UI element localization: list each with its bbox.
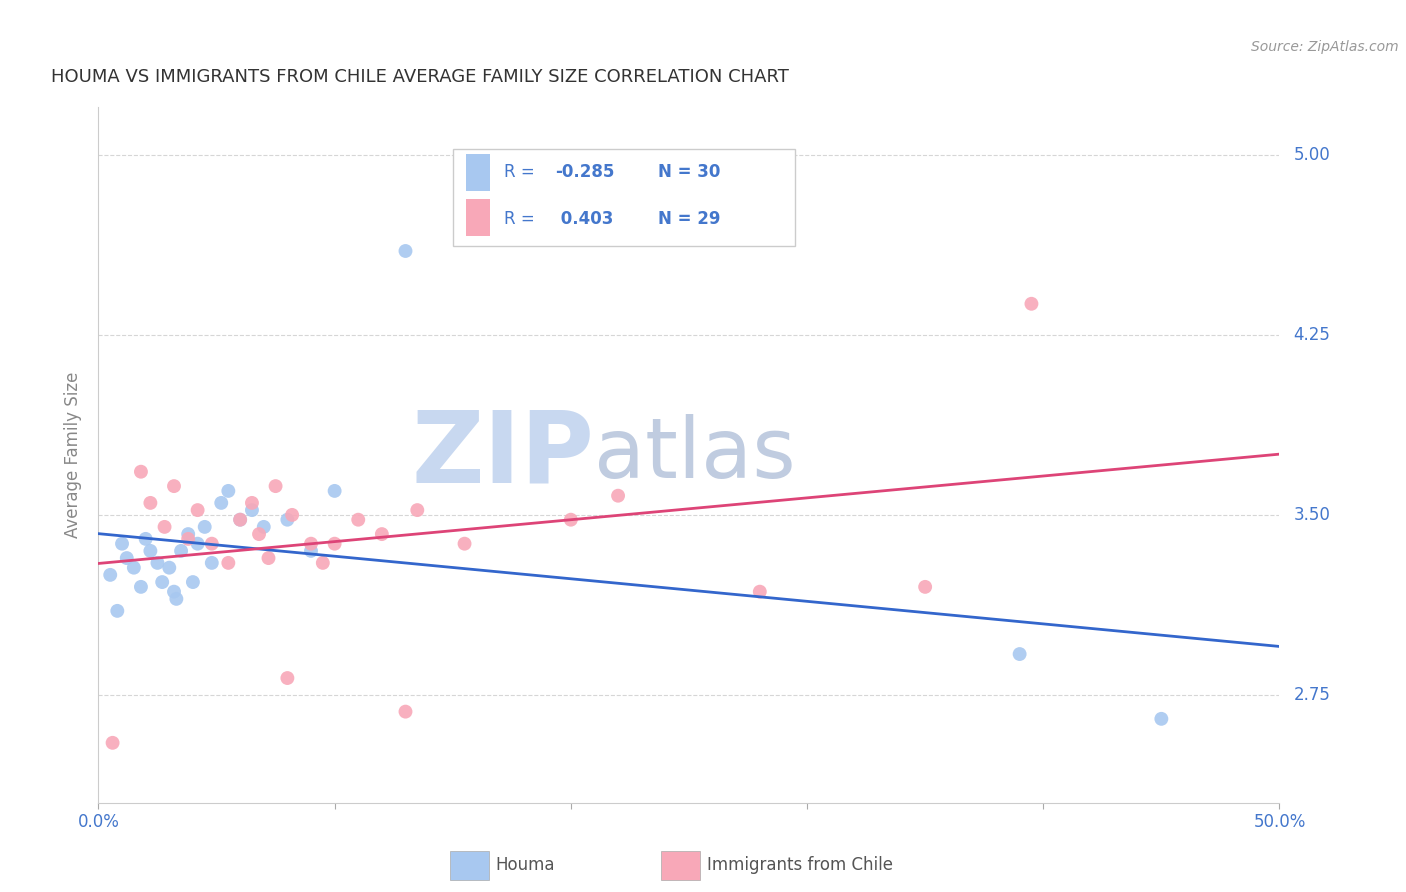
Text: ZIP: ZIP [412,407,595,503]
Point [914,580,936,594]
Text: Houma: Houma [495,856,554,874]
Point [209,496,232,510]
Point [111,537,134,551]
Bar [467,153,491,191]
Point [323,483,346,498]
Point [157,560,180,574]
Point [276,671,298,685]
Point [371,527,394,541]
Point [607,489,630,503]
Point [129,580,152,594]
Point [98,567,121,582]
Point [122,560,145,574]
Point [394,705,416,719]
Text: 0.403: 0.403 [555,210,614,228]
Point [115,551,138,566]
Point [146,556,169,570]
Point [1008,647,1031,661]
Text: 3.50: 3.50 [1294,506,1330,524]
Bar [467,200,491,236]
Text: Source: ZipAtlas.com: Source: ZipAtlas.com [1251,40,1399,54]
Point [177,527,200,541]
Point [240,496,263,510]
Point [163,479,186,493]
Point [1150,712,1173,726]
Point [181,575,204,590]
Point [187,537,209,551]
Point [229,513,252,527]
Text: Immigrants from Chile: Immigrants from Chile [707,856,893,874]
Point [240,503,263,517]
Point [129,465,152,479]
Point [150,575,173,590]
Text: R =: R = [505,210,540,228]
FancyBboxPatch shape [453,149,796,246]
Text: -0.285: -0.285 [555,163,614,181]
Point [163,584,186,599]
Point [217,556,239,570]
Point [299,544,322,558]
Point [201,556,224,570]
Point [257,551,280,566]
Point [312,556,335,570]
Point [394,244,416,258]
Point [153,520,176,534]
Point [406,503,429,517]
Point [264,479,287,493]
Point [453,537,475,551]
Point [560,513,582,527]
Point [276,513,298,527]
Y-axis label: Average Family Size: Average Family Size [65,372,83,538]
Point [194,520,217,534]
Point [281,508,304,522]
Point [748,584,770,599]
Point [177,532,200,546]
Point [217,483,239,498]
Text: atlas: atlas [595,415,796,495]
Point [1021,297,1043,311]
Text: N = 29: N = 29 [658,210,721,228]
Text: HOUMA VS IMMIGRANTS FROM CHILE AVERAGE FAMILY SIZE CORRELATION CHART: HOUMA VS IMMIGRANTS FROM CHILE AVERAGE F… [51,68,789,86]
Point [323,537,346,551]
Point [247,527,270,541]
Point [187,503,209,517]
Point [229,513,252,527]
Point [201,537,224,551]
Point [347,513,370,527]
Text: N = 30: N = 30 [658,163,721,181]
Point [105,604,128,618]
Point [165,591,187,606]
Point [101,736,124,750]
Text: R =: R = [505,163,540,181]
Point [139,496,162,510]
Point [139,544,162,558]
Text: 4.25: 4.25 [1294,326,1330,344]
Point [299,537,322,551]
Point [253,520,276,534]
Point [135,532,157,546]
Text: 5.00: 5.00 [1294,146,1330,164]
Point [170,544,193,558]
Text: 2.75: 2.75 [1294,686,1330,704]
